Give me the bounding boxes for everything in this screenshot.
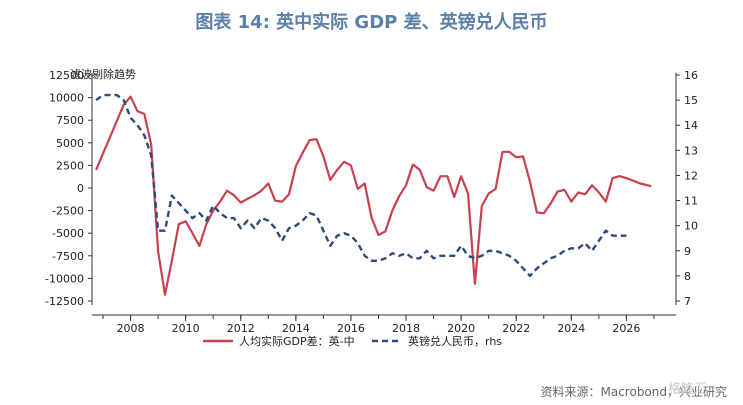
y-left-tick-label: 2500 <box>56 159 84 172</box>
chart-lines <box>95 93 652 296</box>
x-tick-label: 2014 <box>282 322 310 335</box>
y-right-tick-label: 12 <box>684 169 698 182</box>
chart-legend: 人均实际GDP差：英-中 英镑兑人民币，rhs <box>203 334 502 348</box>
y-left-tick-label: 7500 <box>56 114 84 127</box>
chart-title: 图表 14: 英中实际 GDP 差、英镑兑人民币 <box>195 12 548 33</box>
series-line-0 <box>95 95 652 296</box>
x-tick-label: 2008 <box>117 322 145 335</box>
y-left-tick-label: 0 <box>77 182 84 195</box>
watermark: 格隆汇 <box>668 382 708 397</box>
legend-label-0: 人均实际GDP差：英-中 <box>239 334 355 348</box>
x-tick-label: 2024 <box>557 322 585 335</box>
y-right-tick-label: 14 <box>684 119 698 132</box>
y-left-tick-label: 10000 <box>49 92 84 105</box>
y-left-tick-label: -12500 <box>45 295 84 308</box>
y-left-tick-label: -5000 <box>52 227 84 240</box>
y-left-tick-label: -2500 <box>52 205 84 218</box>
y-right-tick-label: 15 <box>684 94 698 107</box>
x-tick-label: 2016 <box>337 322 365 335</box>
x-tick-label: 2020 <box>447 322 475 335</box>
x-tick-label: 2010 <box>172 322 200 335</box>
x-tick-label: 2012 <box>227 322 255 335</box>
y-right-tick-label: 11 <box>684 195 698 208</box>
y-left-tick-label: -10000 <box>45 272 84 285</box>
y-left-tick-label: 12500 <box>49 69 84 82</box>
y-right-tick-label: 8 <box>684 270 691 283</box>
y-right-tick-label: 7 <box>684 295 691 308</box>
series-line-1 <box>95 93 627 278</box>
y-right-tick-label: 13 <box>684 144 698 157</box>
y-right-tick-label: 16 <box>684 69 698 82</box>
y-right-tick-label: 10 <box>684 220 698 233</box>
legend-label-1: 英镑兑人民币，rhs <box>408 334 502 348</box>
y-right-tick-label: 9 <box>684 245 691 258</box>
source-note: 资料来源：Macrobond，兴业研究 <box>540 385 728 399</box>
chart-annotation: 滤波剔除趋势 <box>70 67 136 81</box>
x-tick-label: 2022 <box>502 322 530 335</box>
x-tick-label: 2018 <box>392 322 420 335</box>
y-left-tick-label: -7500 <box>52 250 84 263</box>
y-left-tick-label: 5000 <box>56 137 84 150</box>
x-tick-label: 2026 <box>612 322 640 335</box>
chart-axes: 12500 10000 7500 5000 2500 0 -2500 -5000 -7500 -1… <box>45 67 698 335</box>
